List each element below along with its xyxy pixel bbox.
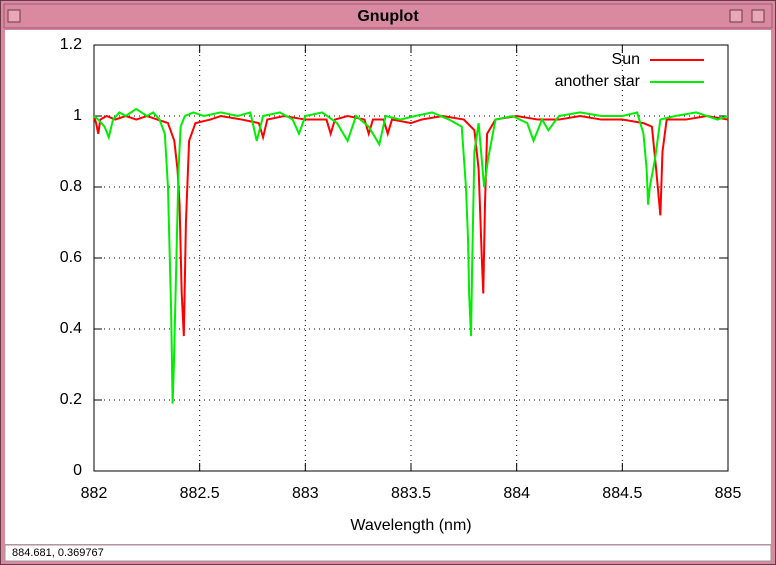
status-bar — [4, 544, 772, 562]
window-title: Gnuplot — [357, 8, 419, 25]
series-line — [93, 107, 729, 404]
x-tick-label: 885 — [715, 485, 742, 502]
plot-canvas — [5, 30, 771, 544]
legend-label: Sun — [612, 51, 640, 68]
y-tick-label: 0.8 — [60, 178, 82, 195]
x-tick-label: 882 — [81, 485, 108, 502]
menu-button[interactable] — [7, 9, 21, 23]
legend-label: another star — [555, 73, 641, 90]
x-tick-label: 883 — [292, 485, 319, 502]
y-tick-label: 0 — [73, 462, 82, 479]
series-line — [93, 114, 729, 337]
title-bar[interactable] — [3, 3, 773, 29]
y-tick-label: 0.6 — [60, 249, 82, 266]
y-tick-label: 0.2 — [60, 391, 82, 408]
x-tick-label: 883.5 — [391, 485, 431, 502]
y-tick-label: 1 — [73, 107, 82, 124]
maximize-button[interactable] — [751, 9, 765, 23]
y-tick-label: 0.4 — [60, 320, 82, 337]
minimize-button[interactable] — [729, 9, 743, 23]
x-tick-label: 884.5 — [602, 485, 642, 502]
y-tick-label: 1.2 — [60, 36, 82, 53]
x-tick-label: 884 — [503, 485, 530, 502]
x-axis-label: Wavelength (nm) — [350, 517, 471, 534]
x-tick-label: 882.5 — [180, 485, 220, 502]
status-text: 884.681, 0.369767 — [12, 547, 104, 559]
